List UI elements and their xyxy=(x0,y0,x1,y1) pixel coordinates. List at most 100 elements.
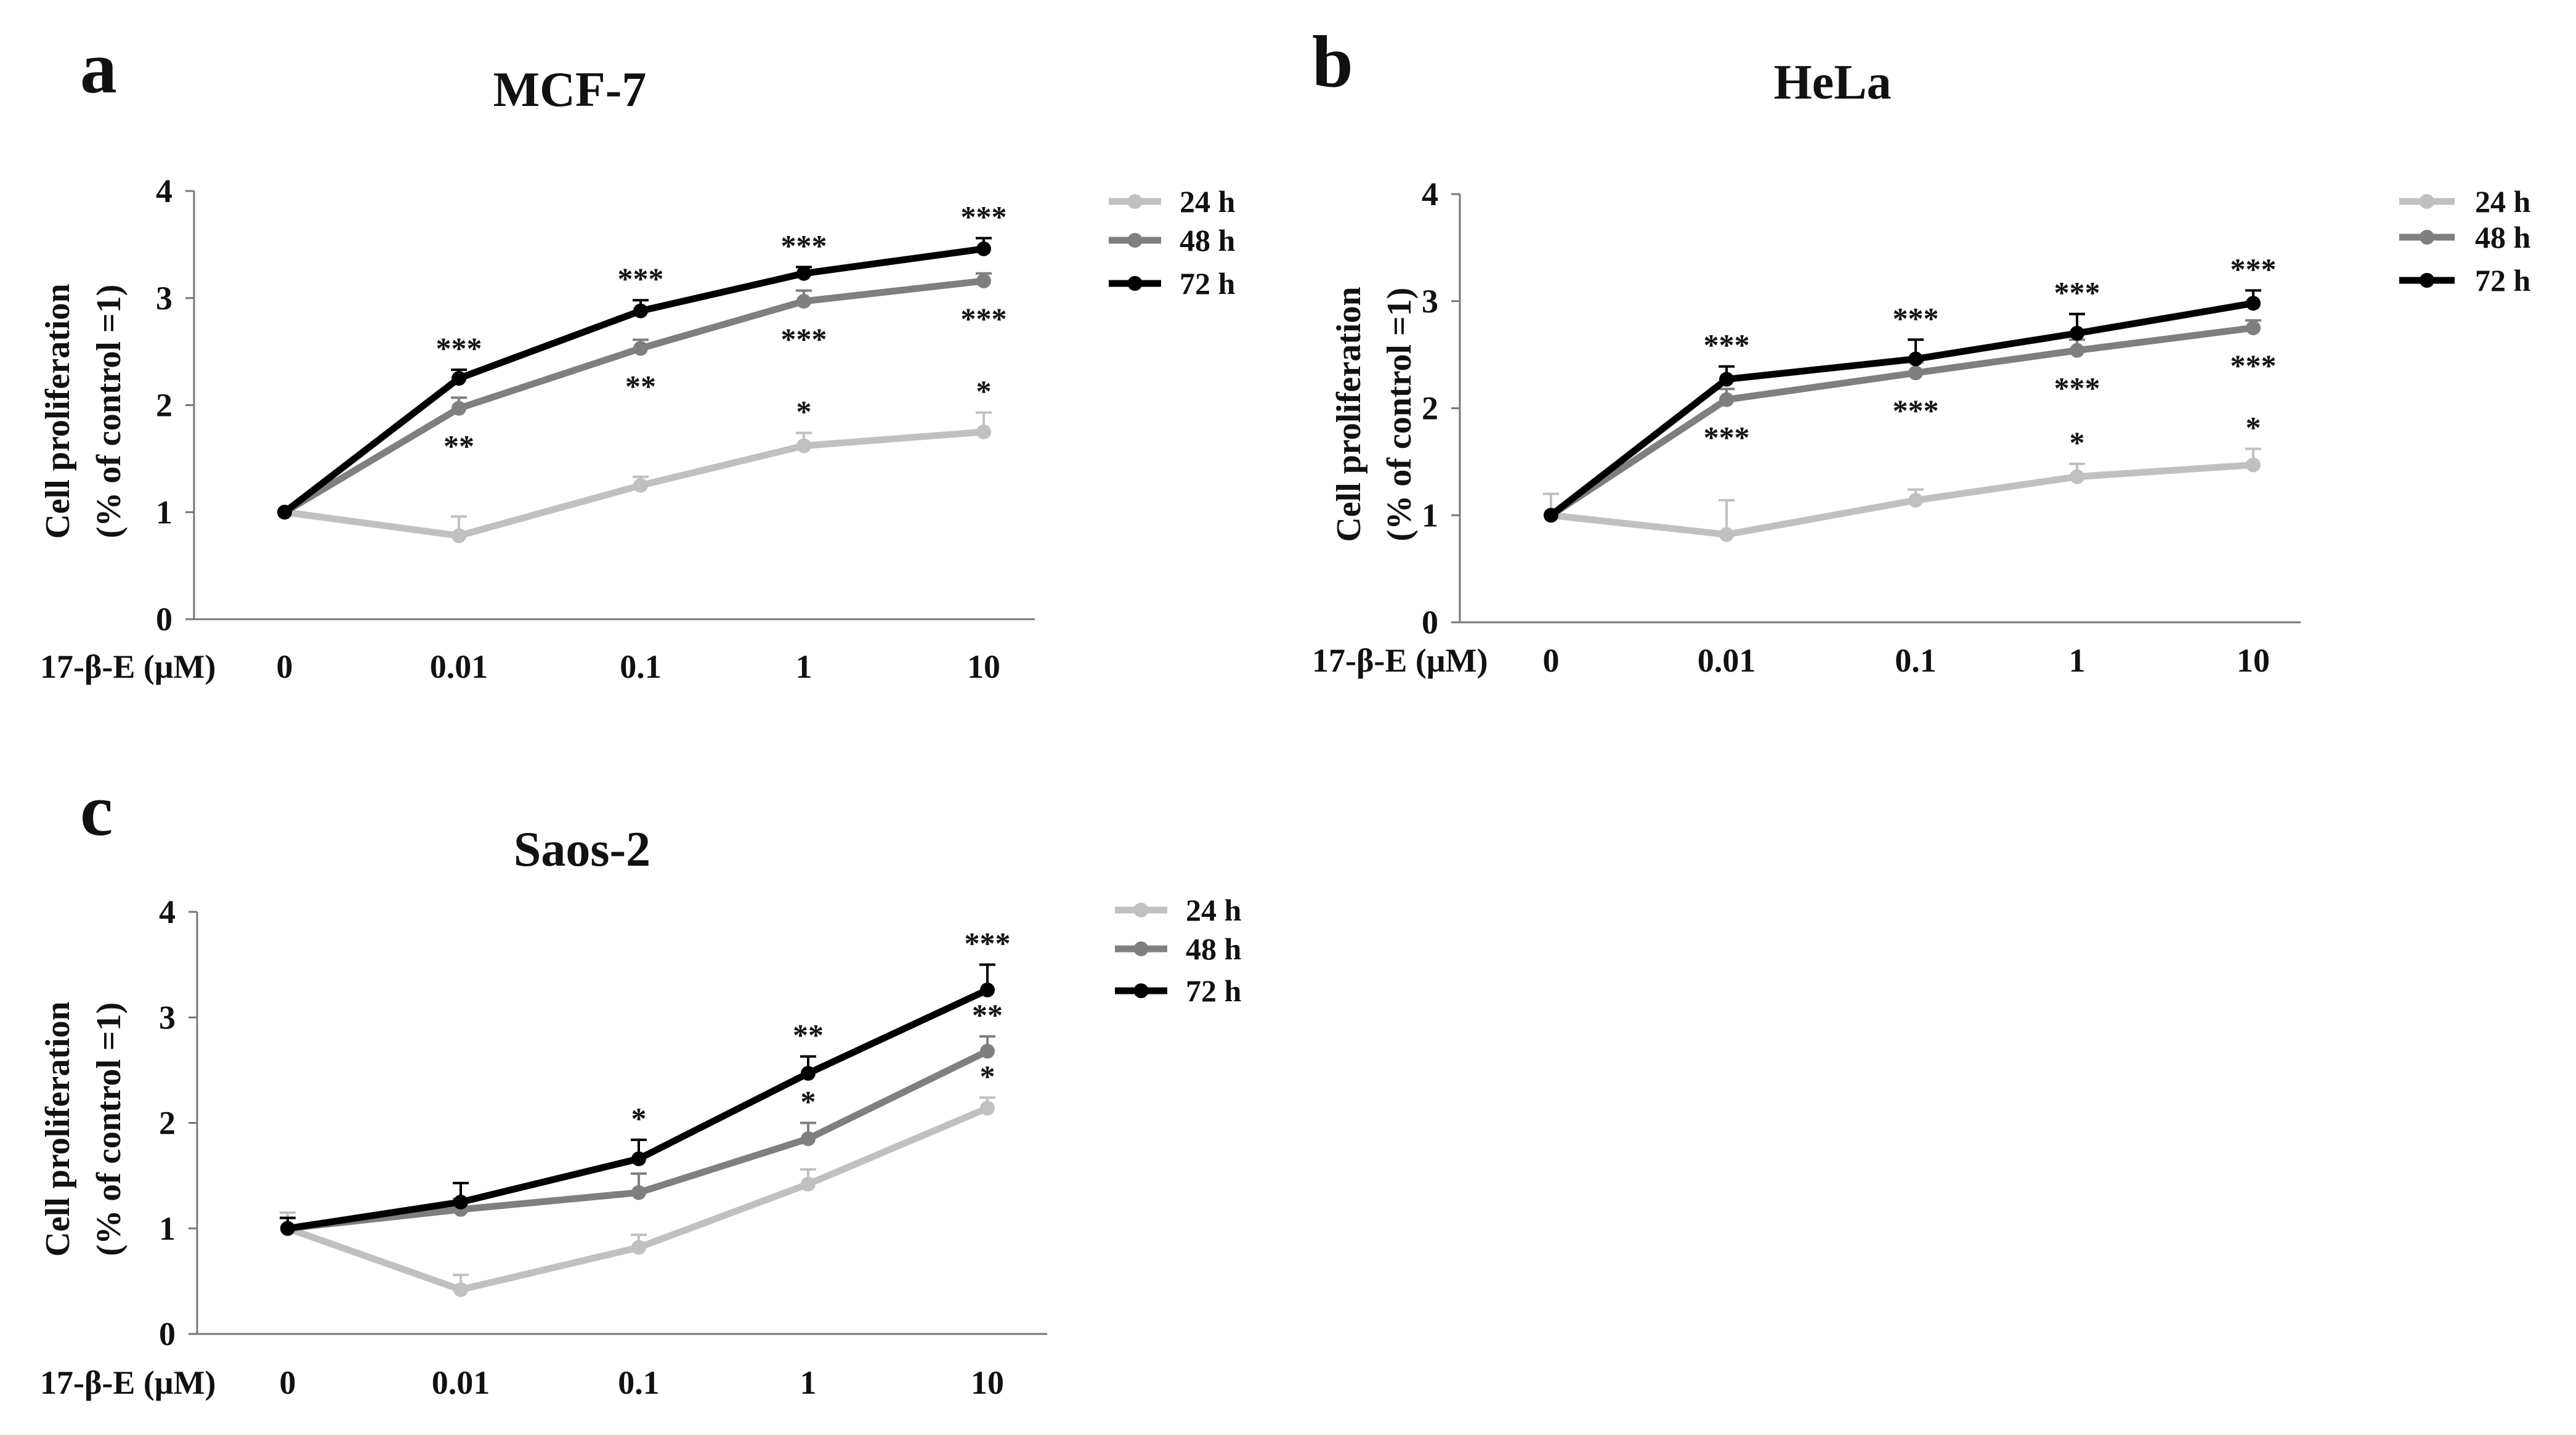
panel-letter: b xyxy=(1312,20,1353,102)
panel-c: c Saos-2 0 1 2 3 4 0 0.01 0.1 1 10 17-β-E (μM) Cell p… xyxy=(39,769,1242,1401)
significance-mark: * xyxy=(801,1084,816,1119)
data-point xyxy=(980,1044,995,1059)
significance-mark: *** xyxy=(2230,251,2277,286)
significance-mark: ** xyxy=(793,1018,824,1052)
data-point xyxy=(2246,296,2261,311)
significance-mark: *** xyxy=(2054,371,2100,405)
significance-mark: ** xyxy=(972,998,1003,1032)
significance-mark: *** xyxy=(436,331,482,365)
y-tick-label: 0 xyxy=(159,1315,176,1352)
significance-mark: * xyxy=(2070,425,2085,460)
significance-mark: *** xyxy=(961,199,1007,234)
x-axis-label: 17-β-E (μM) xyxy=(40,1364,216,1401)
data-point xyxy=(976,424,991,439)
data-point xyxy=(1908,492,1923,508)
series-24-h: ** xyxy=(1543,410,2261,542)
data-point xyxy=(452,400,466,416)
y-tick-label: 4 xyxy=(159,893,176,930)
data-point xyxy=(976,241,991,256)
legend-entry: 48 h xyxy=(1115,932,1242,966)
x-tick-label: 10 xyxy=(967,648,1000,685)
series-24-h: * xyxy=(280,1059,995,1298)
legend-entry: 48 h xyxy=(1109,223,1236,258)
data-point xyxy=(280,1221,295,1236)
y-tick-label: 4 xyxy=(1422,176,1438,213)
y-axis-label-line2: (% of control =1) xyxy=(1380,288,1419,542)
legend-entry: 24 h xyxy=(1115,893,1242,927)
data-point xyxy=(801,1066,816,1081)
x-tick-label: 1 xyxy=(800,1364,817,1401)
legend-swatch-marker xyxy=(2420,273,2434,288)
significance-mark: * xyxy=(796,394,812,429)
significance-mark: *** xyxy=(781,322,827,356)
y-tick-label: 3 xyxy=(1422,283,1438,320)
significance-mark: * xyxy=(2246,410,2261,445)
legend-label: 24 h xyxy=(1180,184,1236,219)
significance-mark: ** xyxy=(444,429,474,463)
data-point xyxy=(796,266,811,281)
data-point xyxy=(796,438,811,453)
significance-mark: *** xyxy=(1704,328,1750,362)
y-tick-label: 3 xyxy=(159,999,176,1036)
significance-mark: *** xyxy=(2230,348,2277,383)
chart-title: Saos-2 xyxy=(514,823,650,877)
data-point xyxy=(631,1185,646,1200)
x-tick-label: 0.1 xyxy=(1895,642,1937,679)
data-point xyxy=(1908,365,1923,381)
data-point xyxy=(801,1176,816,1192)
legend-swatch-marker xyxy=(1127,276,1143,291)
significance-mark: * xyxy=(980,1059,995,1093)
data-point xyxy=(631,1151,646,1166)
data-point xyxy=(1908,351,1923,367)
chart-title: HeLa xyxy=(1773,55,1891,110)
data-point xyxy=(633,478,648,493)
data-point xyxy=(452,371,466,386)
y-tick-label: 1 xyxy=(156,494,172,531)
significance-mark: *** xyxy=(965,926,1011,961)
series-72-h: ************ xyxy=(277,199,1007,520)
x-tick-label: 10 xyxy=(2237,642,2270,679)
significance-mark: *** xyxy=(618,261,664,296)
significance-mark: *** xyxy=(1704,420,1750,455)
data-point xyxy=(980,1100,995,1116)
legend-swatch-marker xyxy=(2420,194,2434,209)
series-72-h: *** *** *** *** xyxy=(1544,251,2277,523)
data-point xyxy=(2070,325,2084,341)
significance-mark: *** xyxy=(961,301,1007,336)
x-tick-label: 1 xyxy=(2069,642,2086,679)
data-point xyxy=(2246,320,2261,336)
x-tick-label: 0 xyxy=(280,1364,296,1401)
legend-swatch-marker xyxy=(1127,194,1143,209)
x-tick-label: 0 xyxy=(1543,642,1560,679)
x-axis-label: 17-β-E (μM) xyxy=(40,648,216,685)
chart-title: MCF-7 xyxy=(493,63,647,117)
significance-mark: * xyxy=(976,374,992,409)
significance-mark: *** xyxy=(1893,393,1939,428)
legend-swatch-marker xyxy=(1133,903,1149,917)
data-point xyxy=(1719,527,1734,542)
x-tick-label: 0.01 xyxy=(430,648,488,685)
x-tick-label: 0.01 xyxy=(1698,642,1756,679)
panel-letter: a xyxy=(80,26,117,108)
legend-swatch-marker xyxy=(1127,233,1143,248)
legend-swatch-marker xyxy=(2420,230,2434,245)
data-point xyxy=(796,293,811,309)
y-tick-label: 0 xyxy=(1422,604,1438,641)
x-axis-label: 17-β-E (μM) xyxy=(1312,642,1488,679)
significance-mark: * xyxy=(631,1101,647,1136)
legend-entry: 24 h xyxy=(1109,184,1236,219)
y-axis-label-line2: (% of control =1) xyxy=(90,1002,128,1256)
y-tick-label: 0 xyxy=(156,601,172,638)
data-point xyxy=(1544,508,1558,523)
legend-swatch-marker xyxy=(1133,941,1149,956)
legend-label: 48 h xyxy=(1180,223,1236,258)
y-tick-label: 3 xyxy=(156,280,172,317)
legend-entry: 48 h xyxy=(2399,220,2531,254)
data-point xyxy=(453,1282,468,1298)
legend-label: 72 h xyxy=(1186,974,1242,1008)
significance-mark: ** xyxy=(625,368,656,403)
data-point xyxy=(2070,343,2084,358)
data-point xyxy=(980,982,995,998)
x-tick-label: 1 xyxy=(796,648,812,685)
